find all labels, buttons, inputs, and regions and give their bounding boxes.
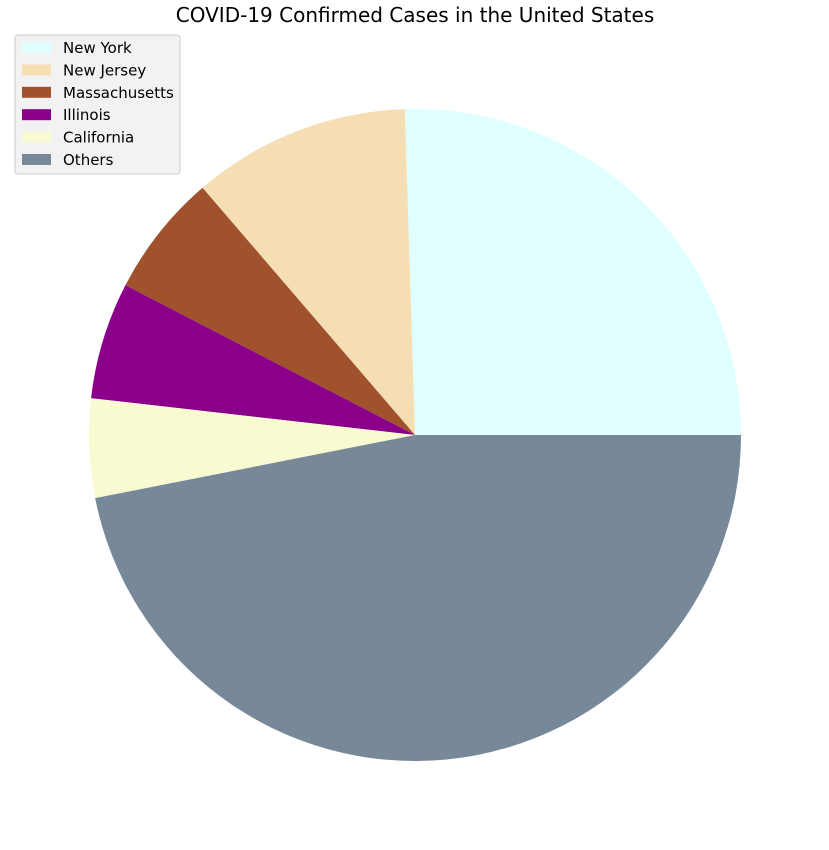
legend-label-others: Others [63, 151, 114, 169]
legend-swatch-new-york [22, 42, 51, 53]
pie-slice-massachusetts [125, 187, 415, 435]
legend-frame [14, 34, 181, 175]
pie-slice-new-york [404, 108, 741, 436]
legend-label-new-jersey: New Jersey [63, 61, 146, 79]
legend-swatch-others [22, 154, 51, 165]
pie-slices [88, 108, 742, 762]
legend-label-california: California [63, 129, 134, 147]
pie-slice-california [88, 398, 415, 499]
legend-label-massachusetts: Massachusetts [63, 84, 174, 102]
legend-swatch-massachusetts [22, 86, 51, 98]
pie-slice-others [95, 435, 742, 762]
legend: New York New Jersey Massachusetts Illinois C… [14, 34, 181, 175]
legend-label-new-york: New York [63, 39, 132, 57]
pie-slice-illinois [91, 285, 415, 435]
legend-swatch-new-jersey [22, 64, 51, 76]
legend-swatch-illinois [22, 109, 51, 121]
legend-label-illinois: Illinois [63, 106, 111, 124]
legend-swatch-california [22, 131, 51, 143]
pie-slice-new-jersey [202, 109, 415, 435]
chart-title: COVID-19 Confirmed Cases in the United S… [176, 3, 654, 27]
